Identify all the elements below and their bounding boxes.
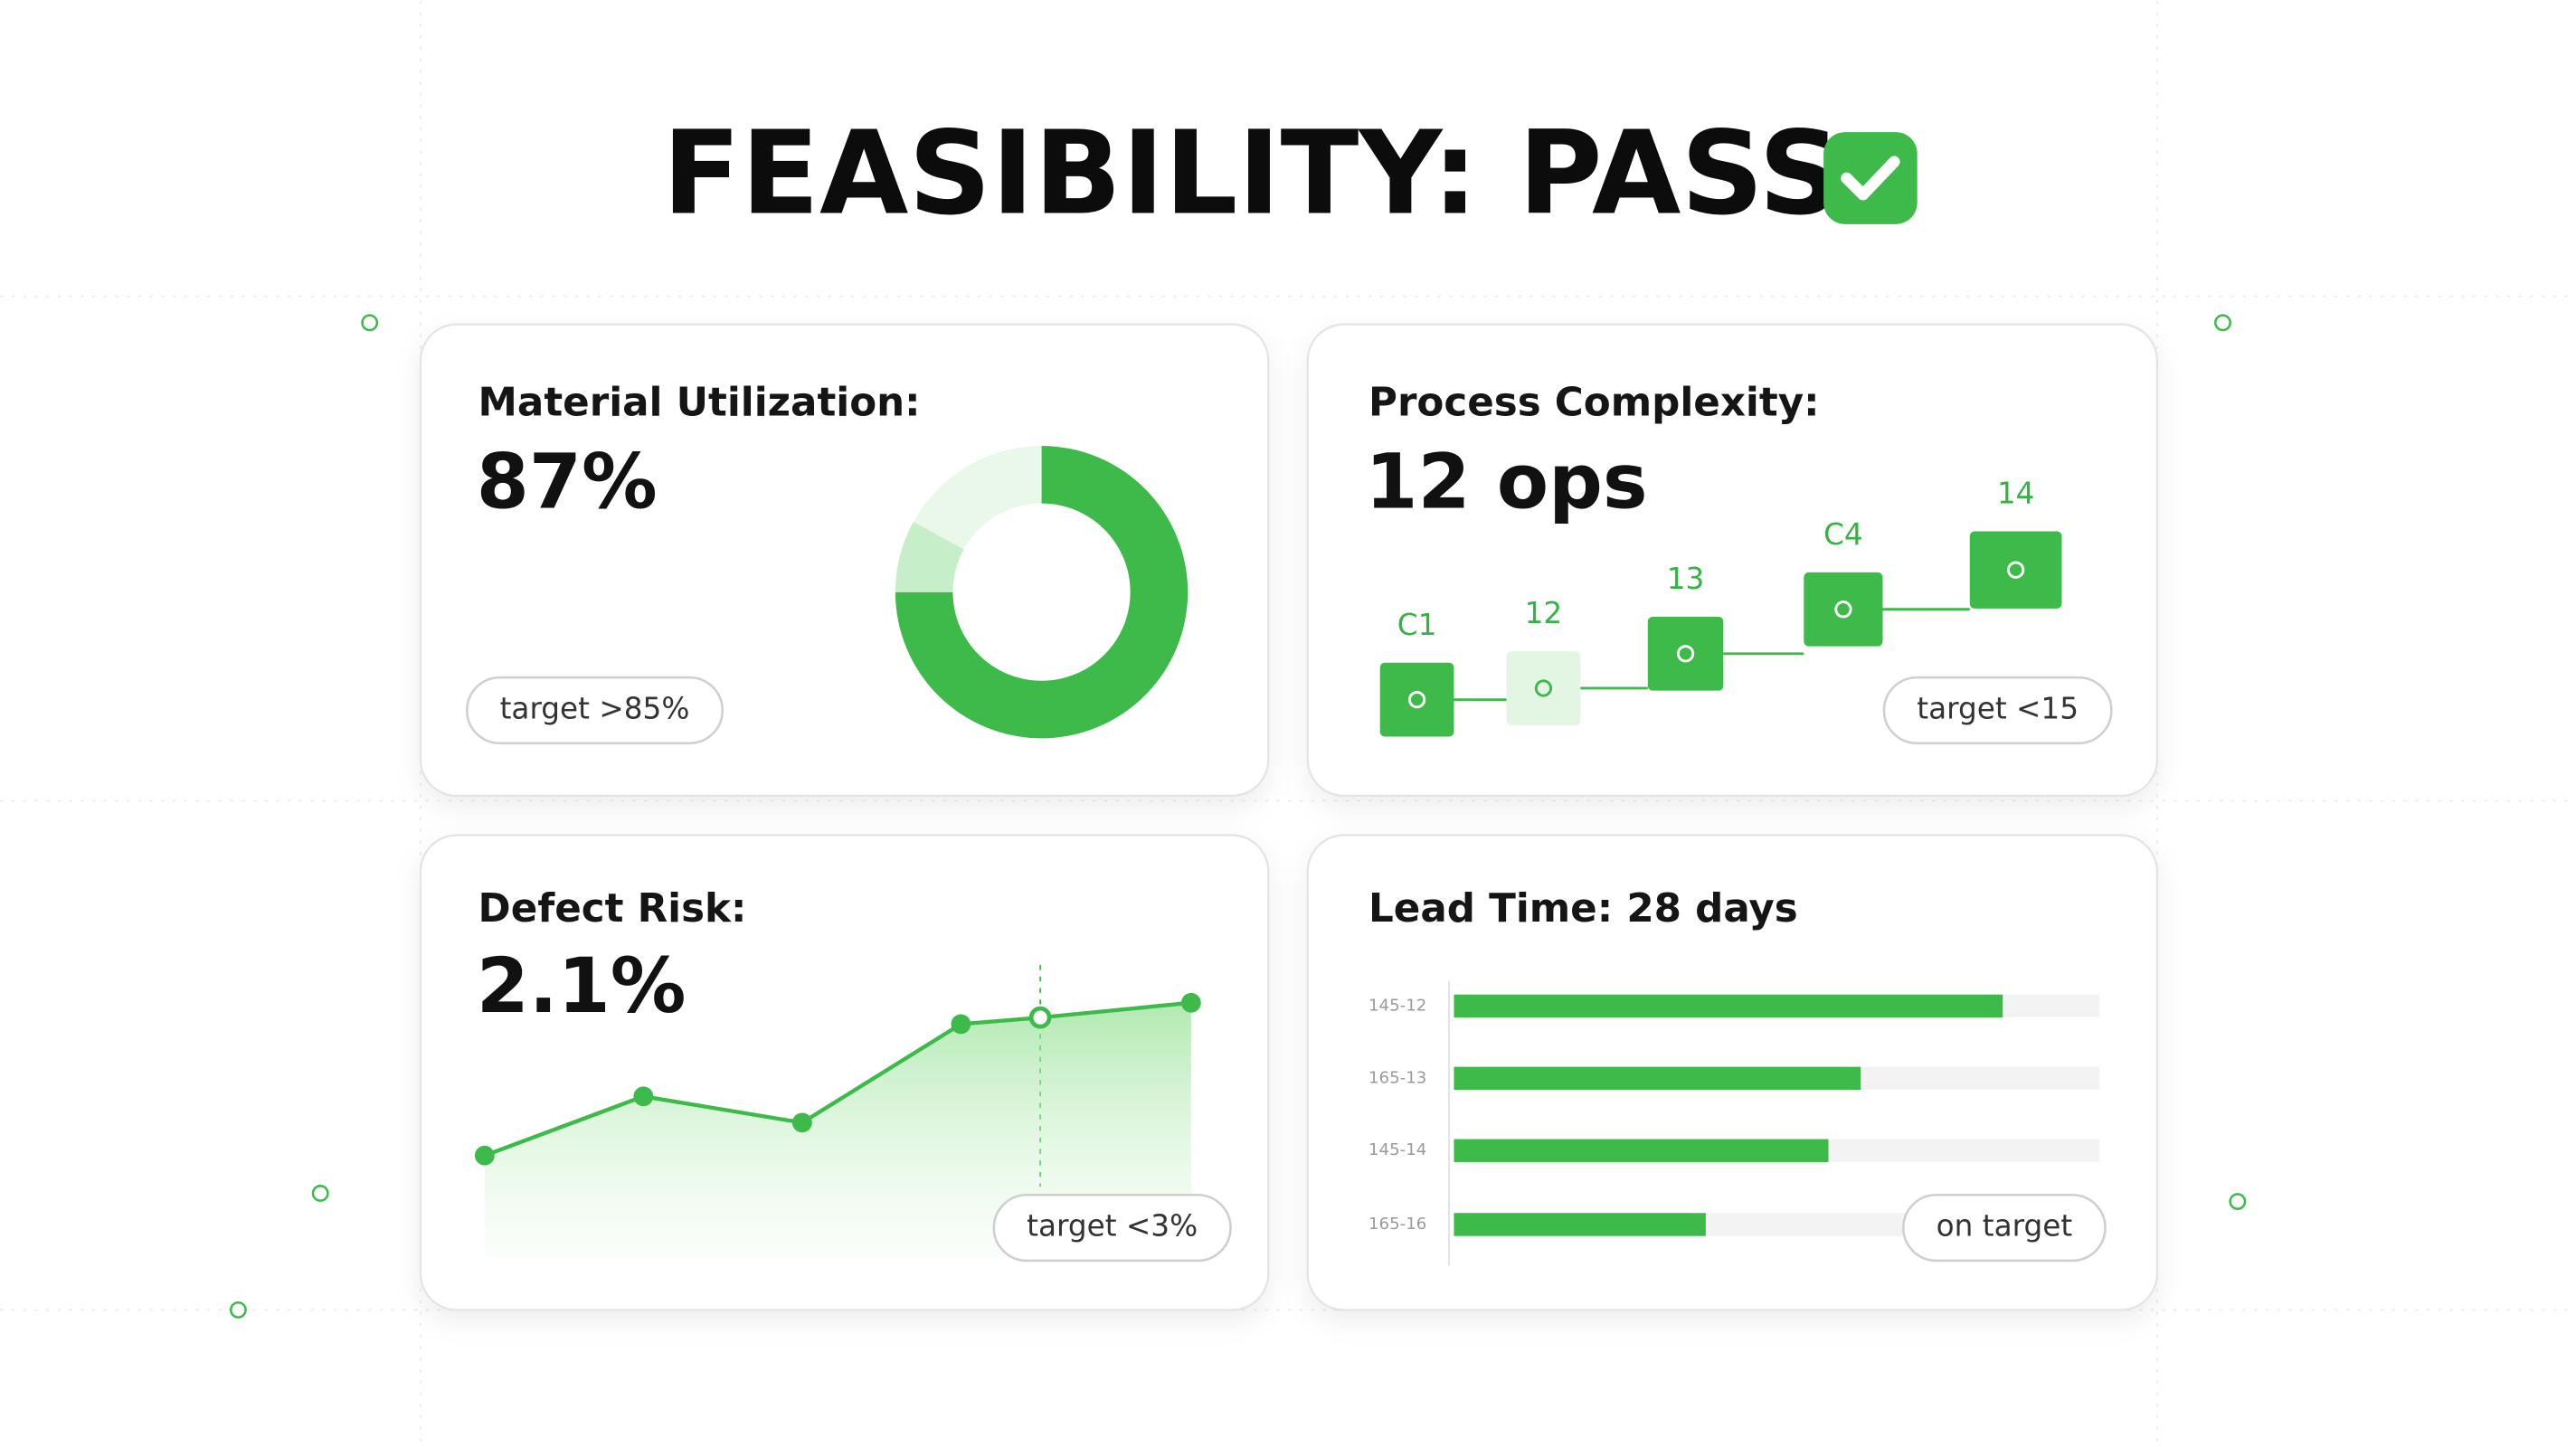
donut-segment xyxy=(895,446,1189,739)
line-point xyxy=(1180,992,1201,1013)
step-label: 12 xyxy=(1525,596,1563,630)
step-node xyxy=(1804,572,1883,647)
step-icon xyxy=(2007,561,2025,579)
badge-text: on target xyxy=(1937,1209,2073,1244)
line-point xyxy=(474,1145,495,1166)
pass-icon xyxy=(1823,132,1918,224)
donut-segment xyxy=(895,521,964,592)
bar xyxy=(1454,1139,1829,1162)
step-icon xyxy=(1407,691,1426,709)
badge: on target xyxy=(1902,1194,2107,1263)
bar-label: 165-16 xyxy=(1368,1215,1426,1234)
bar-label: 145-12 xyxy=(1368,996,1426,1015)
step-icon xyxy=(1676,645,1695,663)
line xyxy=(484,1000,1192,1158)
badge: target <15 xyxy=(1882,676,2113,745)
step-label: C4 xyxy=(1823,517,1863,552)
line-point xyxy=(633,1086,654,1107)
line-point xyxy=(791,1112,812,1133)
step-node xyxy=(1379,662,1454,737)
step-node xyxy=(1647,616,1724,691)
step-icon xyxy=(1834,601,1852,619)
card-title: Lead Time: 28 days xyxy=(1368,886,1798,932)
page-title: FEASIBILITY: PASS xyxy=(662,106,1842,240)
bar xyxy=(1454,1066,1861,1091)
badge-pill xyxy=(1902,1194,2107,1263)
badge-text: target >85% xyxy=(500,691,690,725)
bar xyxy=(1454,994,2003,1018)
bar xyxy=(1454,1213,1706,1236)
bar-label: 145-14 xyxy=(1368,1140,1426,1159)
bar-label: 165-13 xyxy=(1368,1068,1426,1087)
card-value: 87% xyxy=(477,437,658,525)
step-label: 14 xyxy=(1997,477,2035,511)
card-value: 2.1% xyxy=(477,941,687,1030)
card-title: Material Utilization: xyxy=(478,381,921,426)
badge: target >85% xyxy=(465,676,724,745)
badge-pill xyxy=(1882,676,2113,745)
badge-pill xyxy=(465,676,724,745)
step-label: C1 xyxy=(1397,608,1437,642)
line-area xyxy=(484,1002,1191,1258)
badge-text: target <15 xyxy=(1917,691,2079,725)
step-node xyxy=(1506,651,1581,725)
card-title: Process Complexity: xyxy=(1368,381,1820,426)
step-node xyxy=(1969,531,2062,609)
badge-text: target <3% xyxy=(1027,1209,1198,1244)
donut-segment xyxy=(913,446,1042,550)
step-icon xyxy=(1534,679,1553,697)
step-label: 13 xyxy=(1667,562,1705,596)
badge: target <3% xyxy=(992,1194,1232,1263)
line-point xyxy=(1028,1006,1052,1029)
card-title: Defect Risk: xyxy=(478,886,747,932)
line-point xyxy=(951,1014,971,1035)
badge-pill xyxy=(992,1194,1232,1263)
card-value: 12 ops xyxy=(1365,437,1647,525)
decor-dots xyxy=(229,314,2247,1319)
